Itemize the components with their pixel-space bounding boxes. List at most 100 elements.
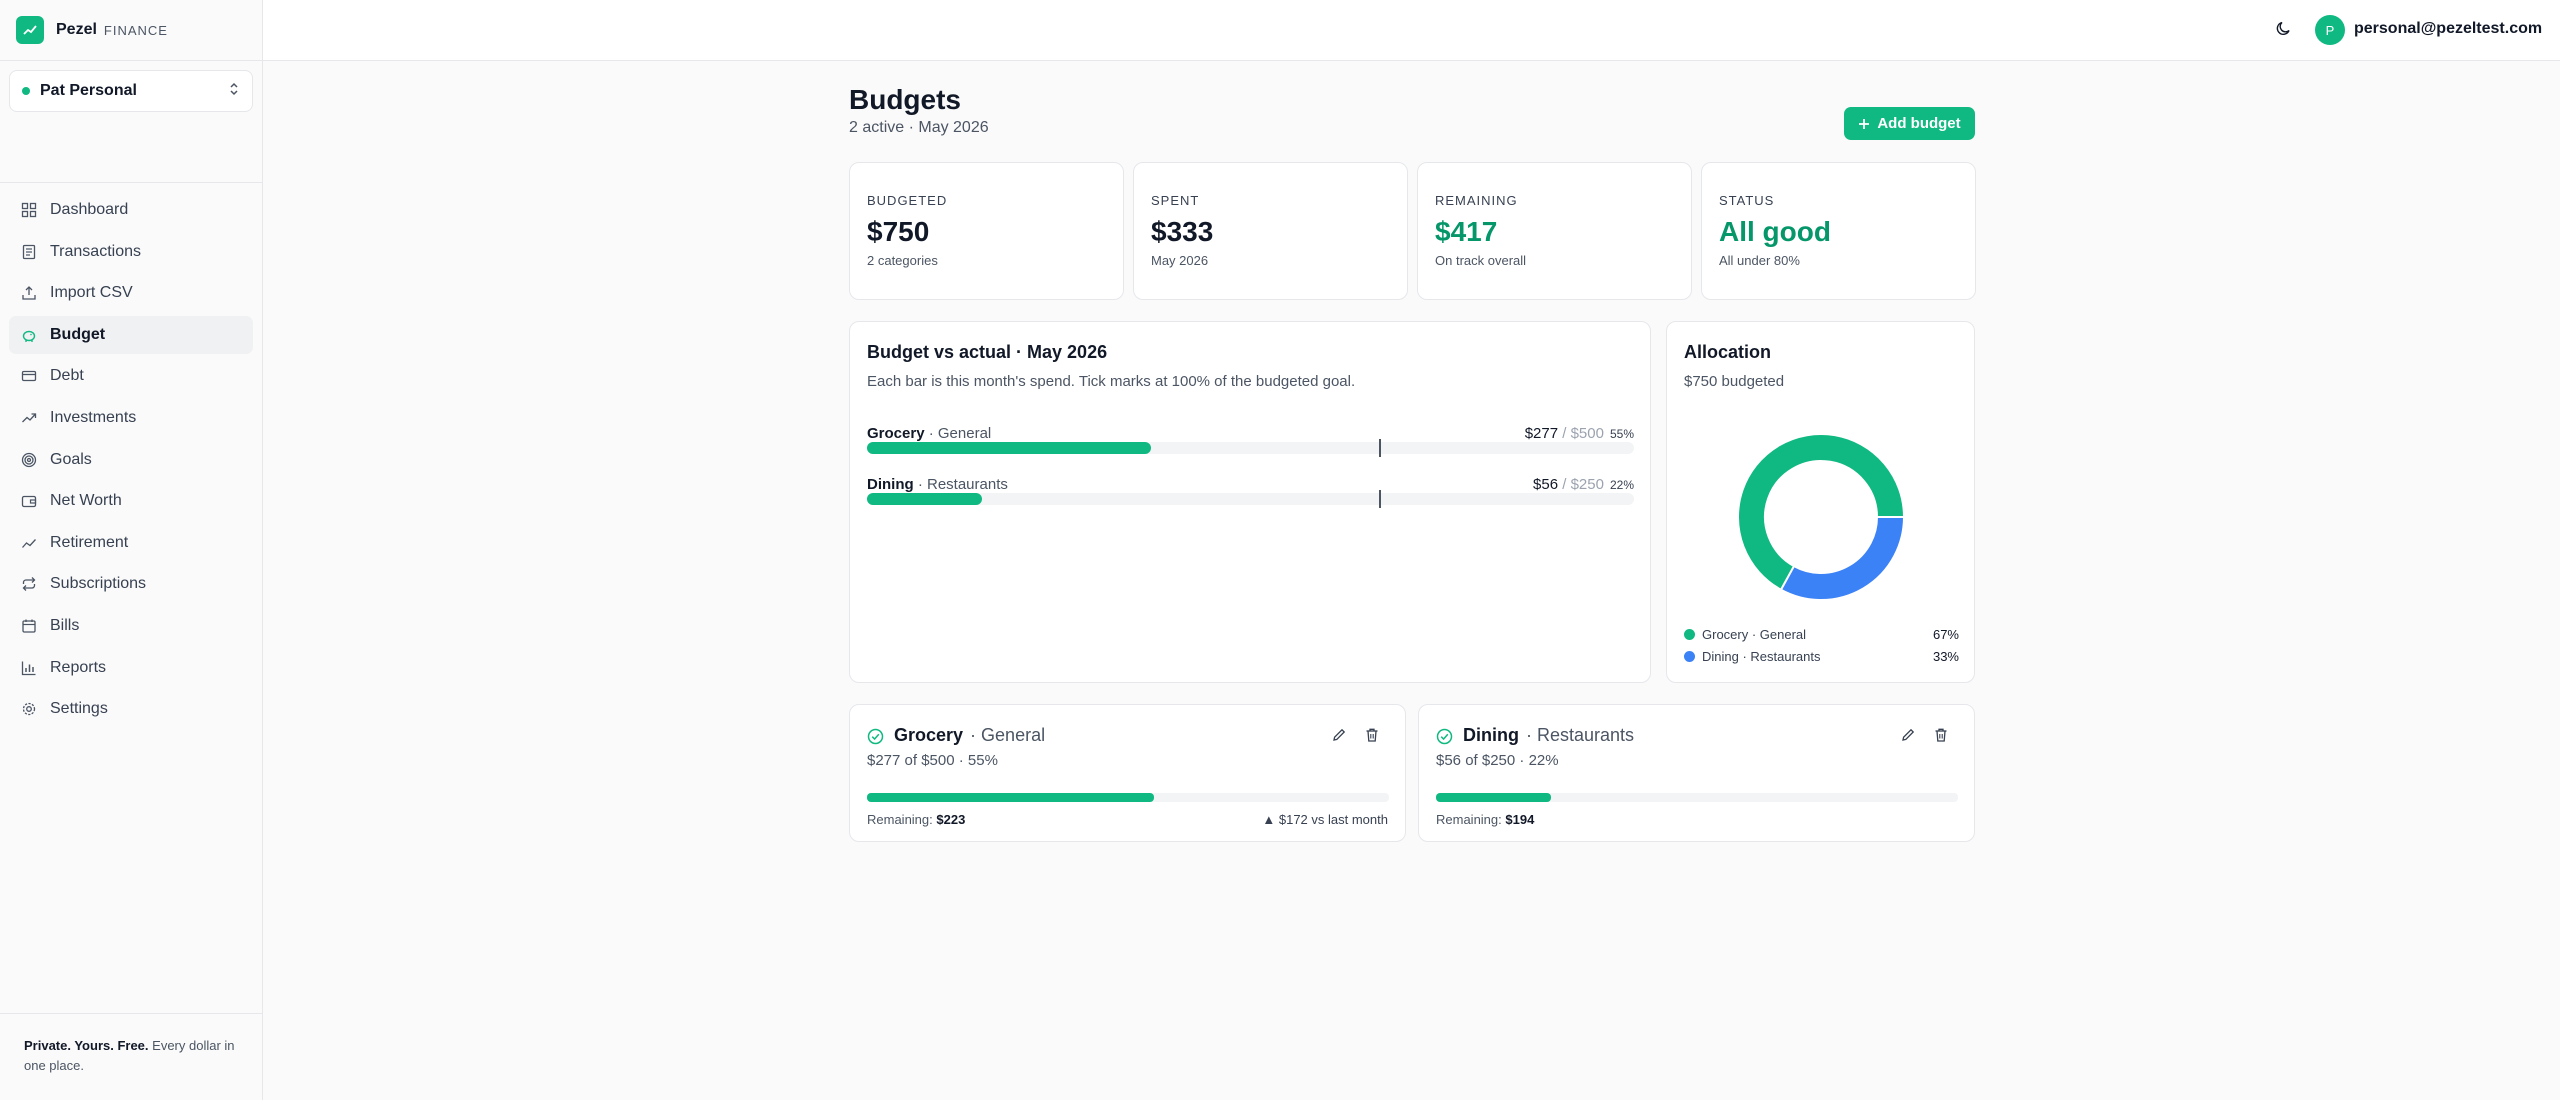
sidebar-item-retirement[interactable]: Retirement bbox=[9, 524, 253, 562]
sidebar: Pezel FINANCE Pat Personal Dashboard Tra… bbox=[0, 0, 263, 1100]
bar-fill bbox=[867, 493, 982, 505]
budget-progress-track bbox=[1436, 793, 1958, 802]
sidebar-item-dashboard[interactable]: Dashboard bbox=[9, 191, 253, 229]
sidebar-item-label: Retirement bbox=[50, 533, 129, 551]
bar-category: Grocery bbox=[867, 425, 925, 442]
stat-note: All under 80% bbox=[1719, 253, 1800, 268]
profile-status-dot bbox=[22, 87, 30, 95]
stat-label: REMAINING bbox=[1435, 193, 1518, 208]
stat-label: BUDGETED bbox=[867, 193, 948, 208]
chart-line-icon bbox=[20, 534, 38, 552]
bar-subcategory: · Restaurants bbox=[913, 476, 1008, 493]
stat-value: $417 bbox=[1435, 216, 1498, 247]
upload-icon bbox=[20, 284, 38, 302]
bar-separator: / bbox=[1558, 476, 1571, 493]
dark-mode-toggle[interactable] bbox=[2274, 20, 2294, 40]
page-title: Budgets bbox=[849, 84, 961, 115]
bar-budget: $500 bbox=[1570, 425, 1604, 442]
sidebar-item-subscriptions[interactable]: Subscriptions bbox=[9, 565, 253, 603]
sidebar-item-transactions[interactable]: Transactions bbox=[9, 233, 253, 271]
bar-track bbox=[867, 490, 1634, 508]
card-title: Allocation bbox=[1684, 342, 1772, 362]
legend-percent: 33% bbox=[1932, 649, 1959, 664]
sidebar-item-label: Reports bbox=[50, 658, 107, 676]
remaining-value: $223 bbox=[936, 812, 966, 827]
sidebar-item-label: Debt bbox=[50, 367, 84, 385]
remaining-value: $194 bbox=[1505, 812, 1535, 827]
card-title: Budget vs actual · May 2026 bbox=[867, 342, 1108, 362]
budget-tick-mark bbox=[1379, 490, 1381, 508]
footer-tagline: Private. Yours. Free. bbox=[24, 1038, 149, 1053]
sidebar-item-budget[interactable]: Budget bbox=[9, 315, 253, 354]
bar-spent: $56 bbox=[1533, 476, 1559, 493]
legend-label: Dining · Restaurants bbox=[1702, 649, 1821, 664]
bar-chart-icon bbox=[20, 659, 38, 677]
remaining-label: Remaining: bbox=[1436, 812, 1502, 827]
bar-row-grocery: Grocery · General $277 / $500 55% bbox=[867, 425, 1634, 457]
brand[interactable]: Pezel FINANCE bbox=[0, 0, 262, 61]
sidebar-item-net-worth[interactable]: Net Worth bbox=[9, 482, 253, 520]
legend-percent: 67% bbox=[1932, 627, 1959, 642]
repeat-icon bbox=[20, 575, 38, 593]
piggy-bank-icon bbox=[20, 326, 38, 344]
donut-slice-dining bbox=[1779, 516, 1906, 601]
stat-label: SPENT bbox=[1151, 193, 1200, 208]
budget-subcategory: · Restaurants bbox=[1526, 725, 1635, 745]
brand-name: Pezel bbox=[56, 21, 97, 38]
avatar[interactable]: P bbox=[2315, 15, 2345, 45]
calendar-icon bbox=[20, 617, 38, 635]
remaining-label: Remaining: bbox=[867, 812, 933, 827]
sidebar-item-label: Investments bbox=[50, 408, 137, 426]
bar-subcategory: · General bbox=[924, 425, 992, 442]
bar-percent: 55% bbox=[1609, 427, 1634, 441]
stat-card-remaining: REMAINING $417 On track overall bbox=[1417, 162, 1692, 300]
profile-switcher[interactable]: Pat Personal bbox=[9, 70, 253, 112]
sidebar-item-label: Bills bbox=[50, 616, 80, 634]
moon-icon bbox=[2276, 20, 2292, 41]
budget-name: Dining bbox=[1463, 725, 1519, 745]
sidebar-item-investments[interactable]: Investments bbox=[9, 399, 253, 437]
stat-card-status: STATUS All good All under 80% bbox=[1701, 162, 1976, 300]
page-subtitle: 2 active · May 2026 bbox=[849, 119, 989, 136]
budget-progress-fill bbox=[867, 793, 1154, 802]
sidebar-item-label: Settings bbox=[50, 700, 108, 718]
trend-vs-last-month: ▲ $172 vs last month bbox=[1262, 812, 1388, 827]
sidebar-item-label: Goals bbox=[50, 450, 92, 468]
receipt-icon bbox=[20, 243, 38, 261]
plus-icon bbox=[1859, 118, 1870, 129]
chevron-up-down-icon bbox=[228, 82, 240, 101]
footer-text: Every dollar in one place. bbox=[24, 1038, 235, 1073]
bar-track bbox=[867, 439, 1634, 457]
stat-card-spent: SPENT $333 May 2026 bbox=[1133, 162, 1408, 300]
user-email[interactable]: personal@pezeltest.com bbox=[2354, 20, 2543, 37]
bar-row-dining: Dining · Restaurants $56 / $250 22% bbox=[867, 476, 1634, 508]
trash-icon[interactable] bbox=[1933, 727, 1949, 748]
legend-dot bbox=[1684, 651, 1695, 662]
sidebar-item-label: Budget bbox=[50, 325, 106, 343]
stat-value: $750 bbox=[867, 216, 930, 247]
sidebar-item-label: Import CSV bbox=[50, 284, 133, 302]
add-budget-button[interactable]: Add budget bbox=[1844, 107, 1975, 140]
sidebar-nav: Dashboard Transactions Import CSV Budget… bbox=[0, 183, 262, 740]
sidebar-item-bills[interactable]: Bills bbox=[9, 607, 253, 645]
trash-icon[interactable] bbox=[1364, 727, 1380, 748]
legend-item-grocery: Grocery · General 67% bbox=[1684, 627, 1959, 642]
legend-item-dining: Dining · Restaurants 33% bbox=[1684, 649, 1959, 664]
bar-spent: $277 bbox=[1524, 425, 1559, 442]
sidebar-item-goals[interactable]: Goals bbox=[9, 441, 253, 479]
stat-value: $333 bbox=[1151, 216, 1214, 247]
budget-card-dining: Dining · Restaurants $56 of $250 · 22% Re… bbox=[1418, 704, 1975, 842]
edit-icon[interactable] bbox=[1900, 727, 1916, 748]
sidebar-item-reports[interactable]: Reports bbox=[9, 649, 253, 687]
budget-name: Grocery bbox=[894, 725, 964, 745]
edit-icon[interactable] bbox=[1331, 727, 1347, 748]
budget-summary: $56 of $250 · 22% bbox=[1436, 752, 1559, 769]
brand-subtitle: FINANCE bbox=[103, 22, 168, 38]
allocation-donut-chart bbox=[1737, 433, 1906, 601]
card-description: Each bar is this month's spend. Tick mar… bbox=[867, 373, 1356, 390]
check-circle-icon bbox=[1436, 728, 1453, 750]
bar-separator: / bbox=[1558, 425, 1571, 442]
sidebar-item-settings[interactable]: Settings bbox=[9, 690, 253, 728]
sidebar-item-import-csv[interactable]: Import CSV bbox=[9, 274, 253, 312]
sidebar-item-debt[interactable]: Debt bbox=[9, 357, 253, 395]
